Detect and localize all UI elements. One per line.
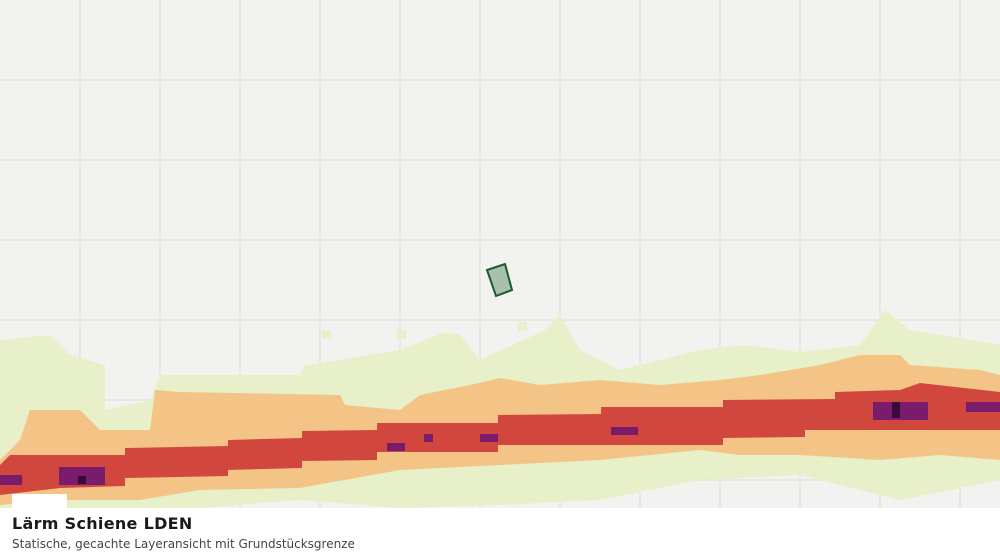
noise-zone-very-high	[0, 402, 1000, 485]
noise-zone-high	[0, 383, 1000, 495]
noise-zone-extreme	[78, 402, 900, 484]
caption-panel: Lärm Schiene LDEN Statische, gecachte La…	[0, 508, 1000, 560]
map	[0, 0, 1000, 508]
noise-gap	[12, 494, 67, 508]
layer-title: Lärm Schiene LDEN	[12, 514, 193, 533]
layer-subtitle: Statische, gecachte Layeransicht mit Gru…	[12, 537, 355, 551]
parcel-boundary[interactable]	[485, 262, 514, 298]
noise-zone-low-spots	[322, 322, 527, 339]
